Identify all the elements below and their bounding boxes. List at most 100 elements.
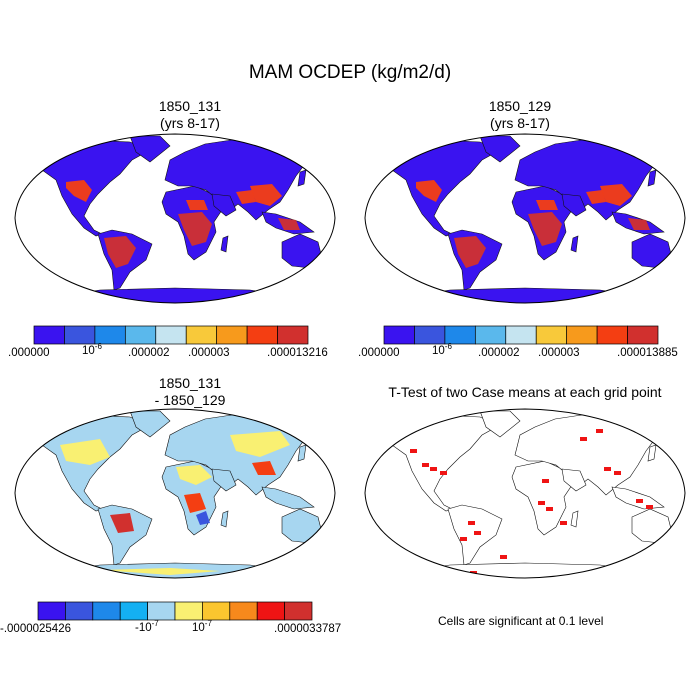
- cb3-label-min: -.0000025426: [0, 623, 71, 635]
- significant-cell: [410, 449, 417, 453]
- land-samerica: [97, 504, 153, 566]
- land-japan: [647, 444, 657, 462]
- land-madagascar: [570, 510, 579, 528]
- colorbar-swatch: [383, 325, 415, 345]
- high-deposition-region: [536, 200, 558, 210]
- panel3-title-line2: - 1850_129: [154, 392, 226, 408]
- panel3-title: 1850_131 - 1850_129: [80, 375, 300, 409]
- land-japan: [297, 444, 307, 462]
- cb2-label-3e-6: .000003: [538, 347, 580, 359]
- colorbar-swatch: [256, 601, 285, 621]
- colorbar-swatch: [119, 601, 148, 621]
- colorbar-swatch: [124, 325, 157, 345]
- land-seasia: [611, 486, 665, 510]
- significant-cell: [468, 521, 475, 525]
- land-greenland: [479, 410, 521, 438]
- panel4-title: T-Test of two Case means at each grid po…: [388, 384, 662, 400]
- land-arabia: [561, 468, 587, 492]
- significant-cell: [538, 501, 545, 505]
- land-arabia: [211, 468, 237, 492]
- colorbar-swatch: [284, 601, 313, 621]
- cb3-label-max: .0000033787: [274, 623, 342, 635]
- colorbar-swatch: [474, 325, 507, 345]
- high-deposition-region: [66, 180, 92, 202]
- land-arabia: [211, 193, 237, 217]
- land-arabia: [561, 193, 587, 217]
- land-madagascar: [220, 510, 229, 528]
- colorbar-swatch: [216, 325, 248, 345]
- map-panel-difference: [14, 408, 336, 579]
- land-japan: [297, 169, 307, 187]
- high-deposition-region: [454, 236, 486, 268]
- difference-patch: [60, 439, 110, 465]
- map-border: [14, 408, 336, 579]
- cb1-label-max: .000013216: [267, 347, 328, 359]
- difference-patch: [110, 513, 134, 533]
- colorbar-swatch: [65, 601, 94, 621]
- high-deposition-region: [586, 190, 606, 204]
- significant-cell: [500, 555, 507, 559]
- panel1-title-line2: (yrs 8-17): [160, 115, 220, 131]
- cb2-label-2e-6: .000002: [478, 347, 520, 359]
- difference-patch: [196, 511, 210, 525]
- cb3-label-neg-1e-7: -10-7: [135, 619, 159, 634]
- colorbar-swatch: [147, 601, 176, 621]
- cb1-label-2e-6: .000002: [128, 347, 170, 359]
- land-madagascar: [570, 235, 579, 253]
- significant-cell: [440, 471, 447, 475]
- map-panel-ttest: [364, 408, 686, 579]
- significance-note: Cells are significant at 0.1 level: [438, 614, 604, 628]
- significant-cell: [460, 537, 467, 541]
- cb1-label-3e-6: .000003: [188, 347, 230, 359]
- colorbar-swatch: [202, 601, 231, 621]
- panel3-title-line1: 1850_131: [158, 375, 222, 391]
- colorbar-swatch: [33, 325, 65, 345]
- significant-cell: [580, 437, 587, 441]
- significant-cell: [542, 479, 549, 483]
- high-deposition-region: [186, 200, 208, 210]
- significant-cell: [560, 521, 567, 525]
- colorbar-2: [383, 325, 659, 345]
- difference-patch: [176, 465, 212, 485]
- colorbar-1: [33, 325, 309, 345]
- cb1-label-min: .000000: [8, 347, 50, 359]
- colorbar-swatch: [185, 325, 218, 345]
- colorbar-swatch: [155, 325, 187, 345]
- cb2-label-1e-6: 10-6: [432, 342, 452, 357]
- cb2-label-min: .000000: [358, 347, 400, 359]
- panel1-title: 1850_131 (yrs 8-17): [80, 98, 300, 132]
- significant-cell: [422, 463, 429, 467]
- difference-patch: [252, 461, 276, 475]
- colorbar-swatch: [174, 601, 203, 621]
- high-deposition-region: [278, 218, 300, 230]
- map-border: [14, 133, 336, 304]
- high-deposition-region: [416, 180, 442, 202]
- colorbar-swatch: [277, 325, 309, 345]
- colorbar-swatch: [229, 601, 258, 621]
- land-japan: [647, 169, 657, 187]
- significant-cell: [604, 467, 611, 471]
- colorbar-3: [37, 601, 313, 621]
- high-deposition-region: [528, 212, 562, 246]
- map-panel-1850-131: [14, 133, 336, 304]
- colorbar-swatch: [37, 601, 66, 621]
- map-border: [364, 408, 686, 579]
- difference-patch: [230, 431, 290, 457]
- significant-cell: [636, 499, 643, 503]
- map-border: [364, 133, 686, 304]
- high-deposition-region: [250, 184, 282, 206]
- colorbar-swatch: [596, 325, 628, 345]
- colorbar-swatch: [566, 325, 598, 345]
- colorbar-swatch: [535, 325, 568, 345]
- difference-patch: [184, 493, 206, 513]
- cb2-label-max: .000013885: [617, 347, 678, 359]
- high-deposition-region: [104, 236, 136, 268]
- significant-cell: [600, 573, 607, 577]
- land-greenland: [479, 135, 521, 163]
- significant-cell: [636, 569, 643, 573]
- panel2-title-line2: (yrs 8-17): [490, 115, 550, 131]
- significant-cell: [430, 467, 437, 471]
- colorbar-swatch: [505, 325, 537, 345]
- significant-cell: [596, 429, 603, 433]
